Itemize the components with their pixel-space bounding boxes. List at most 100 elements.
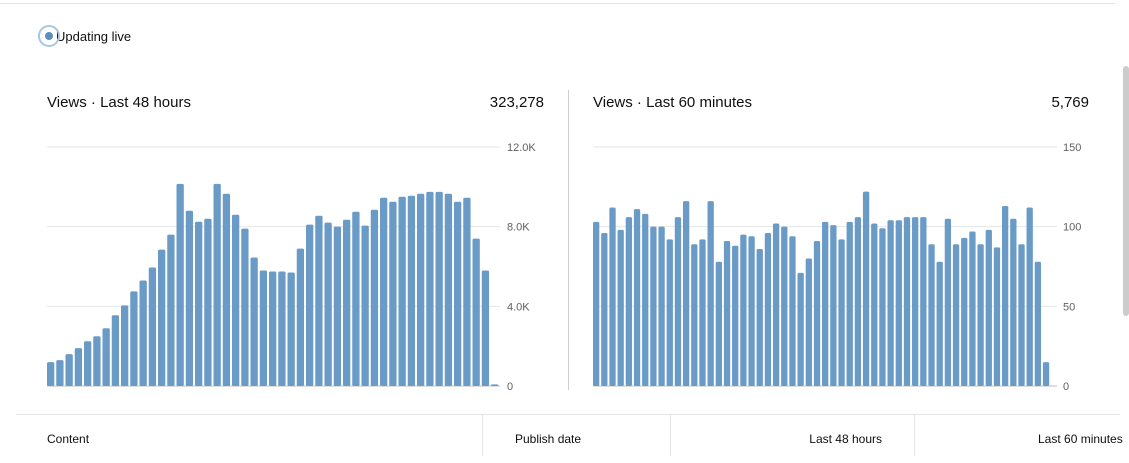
column-header-last-60-minutes[interactable]: Last 60 minutes bbox=[1038, 432, 1123, 446]
chart-bar[interactable] bbox=[764, 233, 772, 386]
chart-bar[interactable] bbox=[324, 222, 332, 386]
chart-bar[interactable] bbox=[593, 221, 600, 386]
chart-bar[interactable] bbox=[936, 261, 943, 386]
chart-bar[interactable] bbox=[389, 201, 397, 386]
chart-bar[interactable] bbox=[969, 231, 976, 386]
chart-bar[interactable] bbox=[756, 248, 763, 386]
chart-bar[interactable] bbox=[481, 270, 490, 386]
chart-bar[interactable] bbox=[241, 228, 249, 386]
chart-bar[interactable] bbox=[862, 191, 870, 386]
chart-bar[interactable] bbox=[232, 214, 240, 386]
column-header-content[interactable]: Content bbox=[47, 432, 90, 446]
chart-bar[interactable] bbox=[269, 271, 277, 386]
chart-bar[interactable] bbox=[296, 248, 305, 386]
chart-bar[interactable] bbox=[204, 218, 212, 386]
chart-bar[interactable] bbox=[1042, 362, 1050, 386]
chart-bar[interactable] bbox=[47, 362, 55, 386]
chart-bar[interactable] bbox=[601, 233, 608, 386]
chart-bar[interactable] bbox=[985, 229, 992, 386]
chart-bar[interactable] bbox=[871, 223, 878, 386]
chart-bar[interactable] bbox=[259, 270, 268, 386]
chart-bar[interactable] bbox=[407, 195, 416, 386]
chart-bar[interactable] bbox=[879, 228, 886, 386]
chart-bar[interactable] bbox=[148, 267, 157, 386]
column-header-publish-date[interactable]: Publish date bbox=[515, 432, 582, 446]
chart-bar[interactable] bbox=[102, 328, 110, 386]
chart-bar[interactable] bbox=[1018, 244, 1025, 386]
chart-bar[interactable] bbox=[213, 183, 221, 386]
chart-bar[interactable] bbox=[822, 221, 829, 386]
chart-bar[interactable] bbox=[130, 291, 138, 386]
chart-bar[interactable] bbox=[797, 272, 804, 386]
chart-bar[interactable] bbox=[343, 219, 351, 386]
chart-bar[interactable] bbox=[56, 360, 64, 386]
chart-bar[interactable] bbox=[789, 236, 796, 386]
chart-bar[interactable] bbox=[111, 315, 120, 386]
chart-bar[interactable] bbox=[977, 244, 984, 386]
chart-bar[interactable] bbox=[952, 244, 960, 386]
chart-bar[interactable] bbox=[1010, 218, 1017, 386]
chart-bar[interactable] bbox=[903, 217, 911, 386]
chart-bar[interactable] bbox=[176, 183, 184, 386]
chart-bar[interactable] bbox=[1034, 261, 1042, 386]
chart-bar[interactable] bbox=[121, 305, 129, 386]
chart-bar[interactable] bbox=[993, 247, 1001, 386]
chart-bar[interactable] bbox=[854, 217, 862, 386]
chart-bar[interactable] bbox=[426, 191, 434, 386]
chart-bar[interactable] bbox=[772, 223, 780, 386]
chart-bar[interactable] bbox=[398, 196, 406, 386]
chart-bar[interactable] bbox=[732, 245, 739, 386]
chart-bar[interactable] bbox=[699, 239, 706, 386]
chart-bar[interactable] bbox=[84, 341, 92, 386]
chart-bar[interactable] bbox=[444, 193, 453, 386]
chart-bar[interactable] bbox=[625, 217, 633, 386]
chart-bar[interactable] bbox=[912, 217, 919, 386]
chart-bar[interactable] bbox=[707, 201, 714, 386]
chart-bar[interactable] bbox=[454, 201, 462, 386]
chart-bar[interactable] bbox=[928, 244, 935, 386]
chart-bar[interactable] bbox=[813, 241, 821, 386]
chart-bar[interactable] bbox=[895, 220, 902, 386]
chart-bar[interactable] bbox=[306, 224, 314, 386]
chart-bar[interactable] bbox=[944, 218, 952, 386]
chart-bar[interactable] bbox=[287, 272, 295, 386]
chart-bar[interactable] bbox=[617, 229, 624, 386]
chart-bar[interactable] bbox=[666, 239, 673, 386]
chart-bar[interactable] bbox=[435, 191, 443, 386]
chart-bar[interactable] bbox=[333, 226, 342, 386]
vertical-scrollbar[interactable] bbox=[1123, 66, 1129, 316]
chart-bar[interactable] bbox=[463, 197, 471, 386]
chart-bar[interactable] bbox=[674, 217, 682, 386]
chart-bar[interactable] bbox=[315, 215, 323, 386]
chart-bar[interactable] bbox=[158, 249, 166, 386]
chart-bar[interactable] bbox=[642, 213, 649, 386]
column-header-last-48-hours[interactable]: Last 48 hours bbox=[809, 432, 882, 446]
chart-bar[interactable] bbox=[838, 239, 845, 386]
chart-bar[interactable] bbox=[74, 348, 83, 386]
chart-bar[interactable] bbox=[65, 354, 73, 386]
chart-bar[interactable] bbox=[633, 209, 641, 386]
chart-bar[interactable] bbox=[93, 336, 101, 386]
chart-bar[interactable] bbox=[920, 217, 927, 386]
chart-bar[interactable] bbox=[491, 384, 499, 386]
chart-bar[interactable] bbox=[222, 193, 231, 386]
chart-bar[interactable] bbox=[887, 220, 894, 386]
chart-bar[interactable] bbox=[658, 226, 665, 386]
chart-bar[interactable] bbox=[715, 261, 722, 386]
chart-bar[interactable] bbox=[1026, 207, 1033, 386]
chart-bar[interactable] bbox=[723, 241, 731, 386]
chart-bar[interactable] bbox=[691, 244, 698, 386]
chart-bar[interactable] bbox=[961, 237, 968, 386]
chart-bar[interactable] bbox=[370, 209, 379, 386]
chart-bar[interactable] bbox=[682, 201, 690, 386]
chart-bar[interactable] bbox=[380, 197, 388, 386]
chart-bar[interactable] bbox=[139, 280, 147, 386]
chart-bar[interactable] bbox=[740, 234, 747, 386]
chart-bar[interactable] bbox=[830, 225, 837, 386]
chart-bar[interactable] bbox=[1002, 205, 1009, 386]
chart-bar[interactable] bbox=[846, 221, 853, 386]
chart-bar[interactable] bbox=[361, 225, 369, 386]
chart-bar[interactable] bbox=[609, 207, 616, 386]
chart-bar[interactable] bbox=[748, 236, 755, 386]
chart-bar[interactable] bbox=[250, 257, 258, 386]
